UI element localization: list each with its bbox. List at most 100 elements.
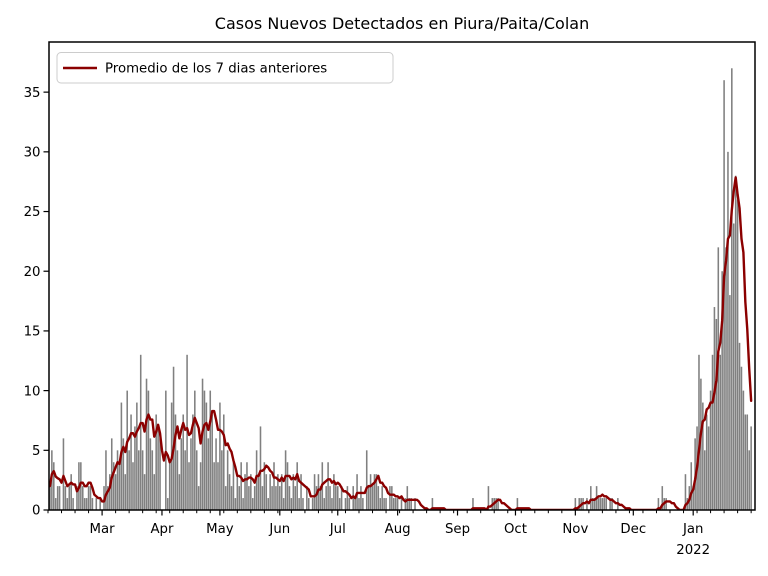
daily-bar: [224, 486, 227, 510]
daily-bar: [661, 486, 664, 510]
daily-bar: [727, 151, 729, 510]
daily-bar: [410, 498, 412, 510]
daily-bar: [263, 462, 266, 510]
daily-bar: [331, 498, 333, 510]
daily-bar: [107, 486, 109, 510]
daily-bar: [707, 426, 710, 510]
daily-bar: [325, 486, 327, 510]
daily-bar: [147, 390, 150, 510]
daily-bar: [114, 474, 117, 510]
daily-bar: [124, 474, 127, 510]
daily-bar: [311, 498, 314, 510]
daily-bar: [338, 498, 341, 510]
daily-bar: [251, 498, 254, 510]
daily-bar: [122, 438, 125, 510]
daily-bar: [352, 486, 354, 510]
daily-bar: [234, 498, 237, 510]
daily-bar: [746, 414, 749, 510]
daily-bar: [195, 450, 198, 510]
daily-bar: [139, 354, 142, 510]
daily-bar: [213, 462, 215, 510]
daily-bar: [242, 498, 244, 510]
daily-bar: [151, 450, 154, 510]
daily-bar: [246, 462, 248, 510]
daily-bar: [406, 486, 409, 510]
daily-bar: [292, 474, 295, 510]
daily-bar: [383, 498, 385, 510]
daily-bar: [68, 486, 71, 510]
y-tick-label: 35: [24, 86, 41, 101]
daily-bar: [742, 390, 745, 510]
daily-bar: [165, 390, 167, 510]
daily-bar: [80, 462, 82, 510]
daily-bar: [203, 390, 206, 510]
daily-bar: [709, 390, 712, 510]
avg7-line-layer: [49, 176, 753, 510]
daily-bar: [70, 474, 72, 510]
daily-bar: [725, 247, 727, 510]
daily-bar: [56, 486, 59, 510]
daily-bar: [340, 486, 343, 510]
daily-bar: [244, 474, 246, 510]
daily-bar: [392, 498, 395, 510]
daily-bar: [188, 462, 190, 510]
daily-bar: [336, 486, 339, 510]
daily-bar: [109, 474, 111, 510]
daily-bar: [400, 498, 403, 510]
daily-bar: [389, 486, 391, 510]
daily-bar: [221, 450, 223, 510]
daily-bar: [360, 486, 362, 510]
x-tick-label: Nov: [562, 522, 588, 537]
daily-bar: [64, 486, 67, 510]
daily-bar: [377, 486, 380, 510]
daily-bar: [597, 498, 600, 510]
daily-bar: [136, 402, 138, 510]
daily-bar: [704, 450, 706, 510]
daily-bar: [306, 486, 308, 510]
daily-bar: [734, 175, 737, 510]
x-tick-label: Aug: [385, 522, 411, 537]
daily-bar: [472, 498, 474, 510]
daily-bar: [184, 450, 186, 510]
daily-bar: [248, 486, 250, 510]
daily-bar: [138, 450, 140, 510]
daily-bar: [396, 498, 399, 510]
x-tick-label: Jan: [682, 522, 704, 537]
daily-bar: [487, 486, 490, 510]
daily-bar: [168, 462, 171, 510]
legend-box: [56, 52, 394, 84]
daily-bar: [373, 474, 376, 510]
daily-bar: [85, 498, 88, 510]
daily-bar: [495, 498, 497, 510]
x-tick-label: Jun: [268, 522, 290, 537]
daily-bar: [72, 498, 74, 510]
daily-bar: [308, 498, 310, 510]
daily-bar: [105, 450, 107, 510]
daily-bar: [89, 486, 92, 510]
daily-bar: [715, 318, 718, 510]
y-tick-label: 20: [24, 265, 41, 280]
daily-bar: [58, 486, 61, 510]
daily-bar: [178, 474, 181, 510]
daily-bar: [719, 354, 722, 510]
daily-bar: [574, 498, 577, 510]
daily-bar: [367, 486, 370, 510]
daily-bar: [408, 498, 411, 510]
daily-bar: [261, 486, 264, 510]
daily-bar: [232, 462, 235, 510]
x-tick-label: Sep: [445, 522, 470, 537]
daily-bar: [404, 498, 407, 510]
chart-title: Casos Nuevos Detectados en Piura/Paita/C…: [215, 14, 589, 33]
daily-bar: [95, 498, 98, 510]
daily-bar: [153, 474, 156, 510]
daily-bar: [267, 498, 269, 510]
y-tick-label: 30: [24, 146, 41, 161]
daily-bar: [313, 474, 316, 510]
avg7-line: [49, 176, 753, 510]
daily-bar: [157, 426, 159, 510]
daily-bar: [215, 438, 217, 510]
daily-bar: [238, 486, 241, 510]
daily-bar: [319, 486, 322, 510]
daily-bar: [578, 498, 580, 510]
daily-bar: [159, 438, 161, 510]
